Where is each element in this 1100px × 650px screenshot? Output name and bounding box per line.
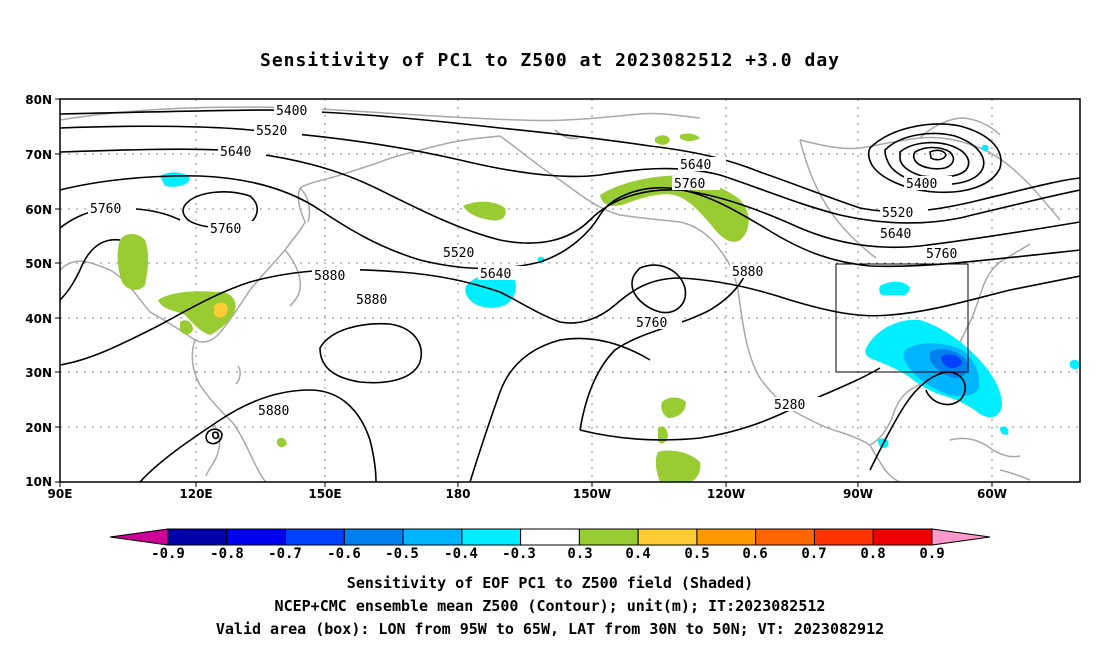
lon-label: 90W <box>843 487 873 501</box>
lat-label: 30N <box>25 366 52 380</box>
colorbar-label: 0.7 <box>801 546 826 562</box>
colorbar-label: 0.9 <box>919 546 944 562</box>
sensitivity-shading <box>117 133 1080 482</box>
colorbar-cell <box>755 528 815 546</box>
colorbar-cell <box>402 528 463 546</box>
lat-label: 80N <box>25 93 52 107</box>
lon-label: 60W <box>977 487 1007 501</box>
contour-label: 5760 <box>674 177 705 192</box>
caption-line-2: NCEP+CMC ensemble mean Z500 (Contour); u… <box>274 597 826 615</box>
axis-ticks <box>55 98 993 487</box>
colorbar-label: 0.8 <box>860 546 885 562</box>
colorbar-cell <box>872 528 933 546</box>
contour-label: 5760 <box>636 316 667 331</box>
lon-label: 150W <box>573 487 611 501</box>
caption-line-1: Sensitivity of EOF PC1 to Z500 field (Sh… <box>346 574 754 592</box>
z500-contours <box>60 109 1080 482</box>
latitude-labels: 80N 70N 60N 50N 40N 30N 20N 10N <box>25 93 52 489</box>
contour-label: 5880 <box>314 269 345 284</box>
colorbar-label: 0.6 <box>742 546 767 562</box>
plot-frame <box>59 98 1081 483</box>
lon-label: 180 <box>445 487 470 501</box>
contour-label: 5880 <box>258 404 289 419</box>
lon-label: 150E <box>308 487 341 501</box>
colorbar-label: -0.9 <box>151 546 185 562</box>
lat-label: 10N <box>25 475 52 489</box>
colorbar-label: -0.5 <box>385 546 419 562</box>
colorbar-label: -0.3 <box>502 546 536 562</box>
valid-area-box <box>835 263 969 373</box>
longitude-labels: 90E 120E 150E 180 150W 120W 90W 60W <box>48 487 1007 501</box>
lat-label: 50N <box>25 257 52 271</box>
colorbar-label: 0.4 <box>625 546 650 562</box>
lat-label: 40N <box>25 312 52 326</box>
colorbar-high-arrow <box>931 528 991 546</box>
colorbar-cell <box>520 528 580 546</box>
lat-label: 60N <box>25 203 52 217</box>
colorbar-cell <box>813 528 874 546</box>
contour-labels: 5400 5520 5640 5760 5640 5760 5520 5640 … <box>88 103 972 419</box>
contour-label: 5400 <box>906 177 937 192</box>
lon-label: 120W <box>707 487 745 501</box>
contour-label: 5520 <box>256 124 287 139</box>
colorbar-label: 0.5 <box>684 546 709 562</box>
contour-label: 5640 <box>680 158 711 173</box>
colorbar-label: -0.7 <box>268 546 302 562</box>
colorbar-cell <box>578 528 639 546</box>
colorbar-low-arrow <box>109 528 169 546</box>
colorbar-cell <box>696 528 757 546</box>
map-title: Sensitivity of PC1 to Z500 at 2023082512… <box>259 50 840 71</box>
lon-label: 90E <box>48 487 73 501</box>
contour-label: 5280 <box>774 398 805 413</box>
lat-label: 20N <box>25 421 52 435</box>
contour-label: 5880 <box>356 293 387 308</box>
colorbar-label: -0.4 <box>444 546 478 562</box>
lat-label: 70N <box>25 148 52 162</box>
colorbar-label: 0.3 <box>567 546 592 562</box>
lon-label: 120E <box>179 487 212 501</box>
coastlines <box>60 106 1061 482</box>
colorbar-cell <box>637 528 698 546</box>
contour-label: 5760 <box>926 247 957 262</box>
colorbar-cell <box>285 528 345 546</box>
contour-label: 5640 <box>480 267 511 282</box>
plot-area <box>60 99 1080 482</box>
contour-label: 5760 <box>210 222 241 237</box>
contour-label: 5880 <box>732 265 763 280</box>
contour-label: 5760 <box>90 202 121 217</box>
colorbar-cell <box>167 528 228 546</box>
colorbar-cell <box>343 528 404 546</box>
contour-label: 5520 <box>882 206 913 221</box>
contour-label: 5520 <box>443 246 474 261</box>
caption-line-3: Valid area (box): LON from 95W to 65W, L… <box>215 620 885 638</box>
contour-label: 5640 <box>880 227 911 242</box>
colorbar-label: -0.8 <box>210 546 244 562</box>
colorbar-label: -0.6 <box>327 546 361 562</box>
colorbar: -0.9 -0.8 -0.7 -0.6 -0.5 -0.4 -0.3 0.3 0… <box>109 528 991 562</box>
contour-label: 5400 <box>276 104 307 119</box>
colorbar-cell <box>461 528 522 546</box>
colorbar-cell <box>226 528 287 546</box>
contour-label: 5640 <box>220 145 251 160</box>
